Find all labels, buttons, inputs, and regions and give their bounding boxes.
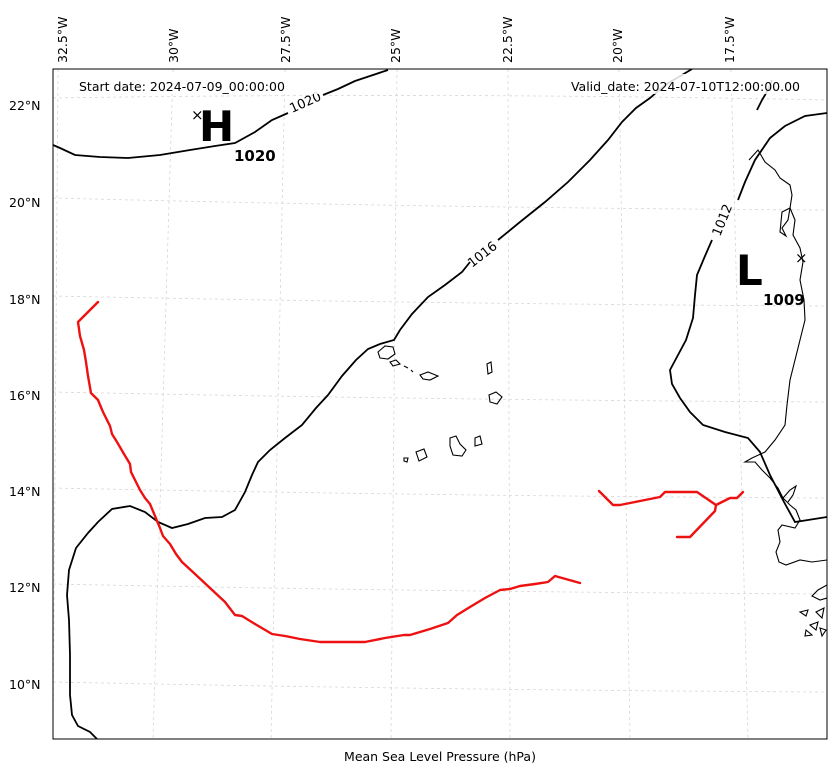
lon-label: 22.5°W (500, 17, 515, 63)
lon-label: 25°W (388, 28, 403, 63)
lon-label: 20°W (610, 28, 625, 63)
valid-date-label: Valid_date: 2024-07-10T12:00:00.00 (571, 79, 800, 94)
isobar-1012 (669, 239, 827, 523)
contour-label-1016: 1016 (465, 239, 500, 271)
lat-label: 20°N (9, 195, 41, 210)
lat-label: 14°N (9, 484, 41, 499)
africa-coastline (742, 149, 827, 566)
contour-label-1012: 1012 (710, 202, 736, 238)
high-center-marker: × (191, 106, 204, 124)
isobar-1012-b (737, 112, 827, 201)
map-frame (52, 68, 828, 740)
lat-label: 12°N (9, 580, 41, 595)
lon-label: 30°W (166, 28, 181, 63)
lat-label: 10°N (9, 677, 41, 692)
storm-track-west (76, 300, 582, 644)
lat-label: 18°N (9, 292, 41, 307)
bijagos-islands (798, 607, 827, 638)
africa-estuary (782, 484, 798, 503)
isobar-1016 (66, 261, 471, 739)
latitude-labels: 22°N 20°N 18°N 16°N 14°N 12°N 10°N (9, 98, 41, 692)
cape-verde-islands (377, 345, 503, 463)
high-pressure-system: × H 1020 (191, 102, 276, 165)
map-caption: Mean Sea Level Pressure (hPa) (344, 749, 536, 764)
gridlines (53, 69, 827, 739)
isobar-1016-b (497, 69, 693, 241)
coast-inlet (779, 207, 791, 238)
africa-coast-south (811, 584, 827, 601)
storm-track-east (597, 489, 718, 539)
start-date-label: Start date: 2024-07-09_00:00:00 (79, 79, 285, 94)
low-pressure-system: × L 1009 (736, 246, 808, 309)
longitude-labels: 32.5°W 30°W 27.5°W 25°W 22.5°W 20°W 17.5… (55, 17, 737, 63)
isobar-1020-tail (322, 69, 389, 96)
low-value: 1009 (763, 291, 805, 309)
storm-track-east-b (714, 490, 745, 507)
lon-label: 17.5°W (722, 17, 737, 63)
lat-label: 16°N (9, 388, 41, 403)
isobar-1020 (53, 112, 289, 159)
lat-label: 22°N (9, 98, 41, 113)
low-symbol: L (736, 246, 763, 295)
lon-label: 27.5°W (278, 17, 293, 63)
low-center-marker: × (795, 249, 808, 267)
high-symbol: H (199, 102, 234, 151)
lon-label: 32.5°W (55, 17, 70, 63)
high-value: 1020 (234, 147, 276, 165)
